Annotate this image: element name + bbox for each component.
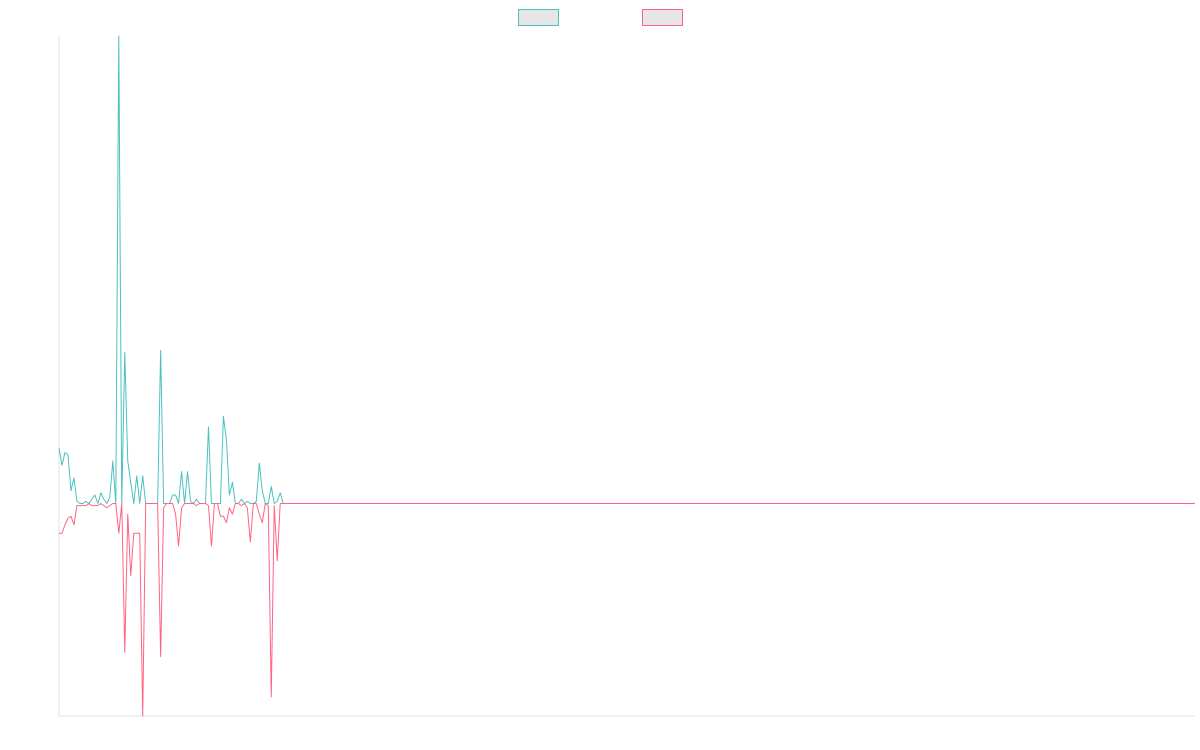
legend-swatch-1[interactable] bbox=[518, 9, 559, 26]
series-group bbox=[58, 35, 1195, 717]
legend[interactable] bbox=[518, 9, 683, 26]
legend-item-2[interactable] bbox=[642, 9, 683, 26]
legend-item-1[interactable] bbox=[518, 9, 559, 26]
legend-swatch-2[interactable] bbox=[642, 9, 683, 26]
series-line-1 bbox=[58, 35, 1195, 504]
axes bbox=[58, 36, 1195, 717]
series-line-2 bbox=[59, 503, 1195, 717]
